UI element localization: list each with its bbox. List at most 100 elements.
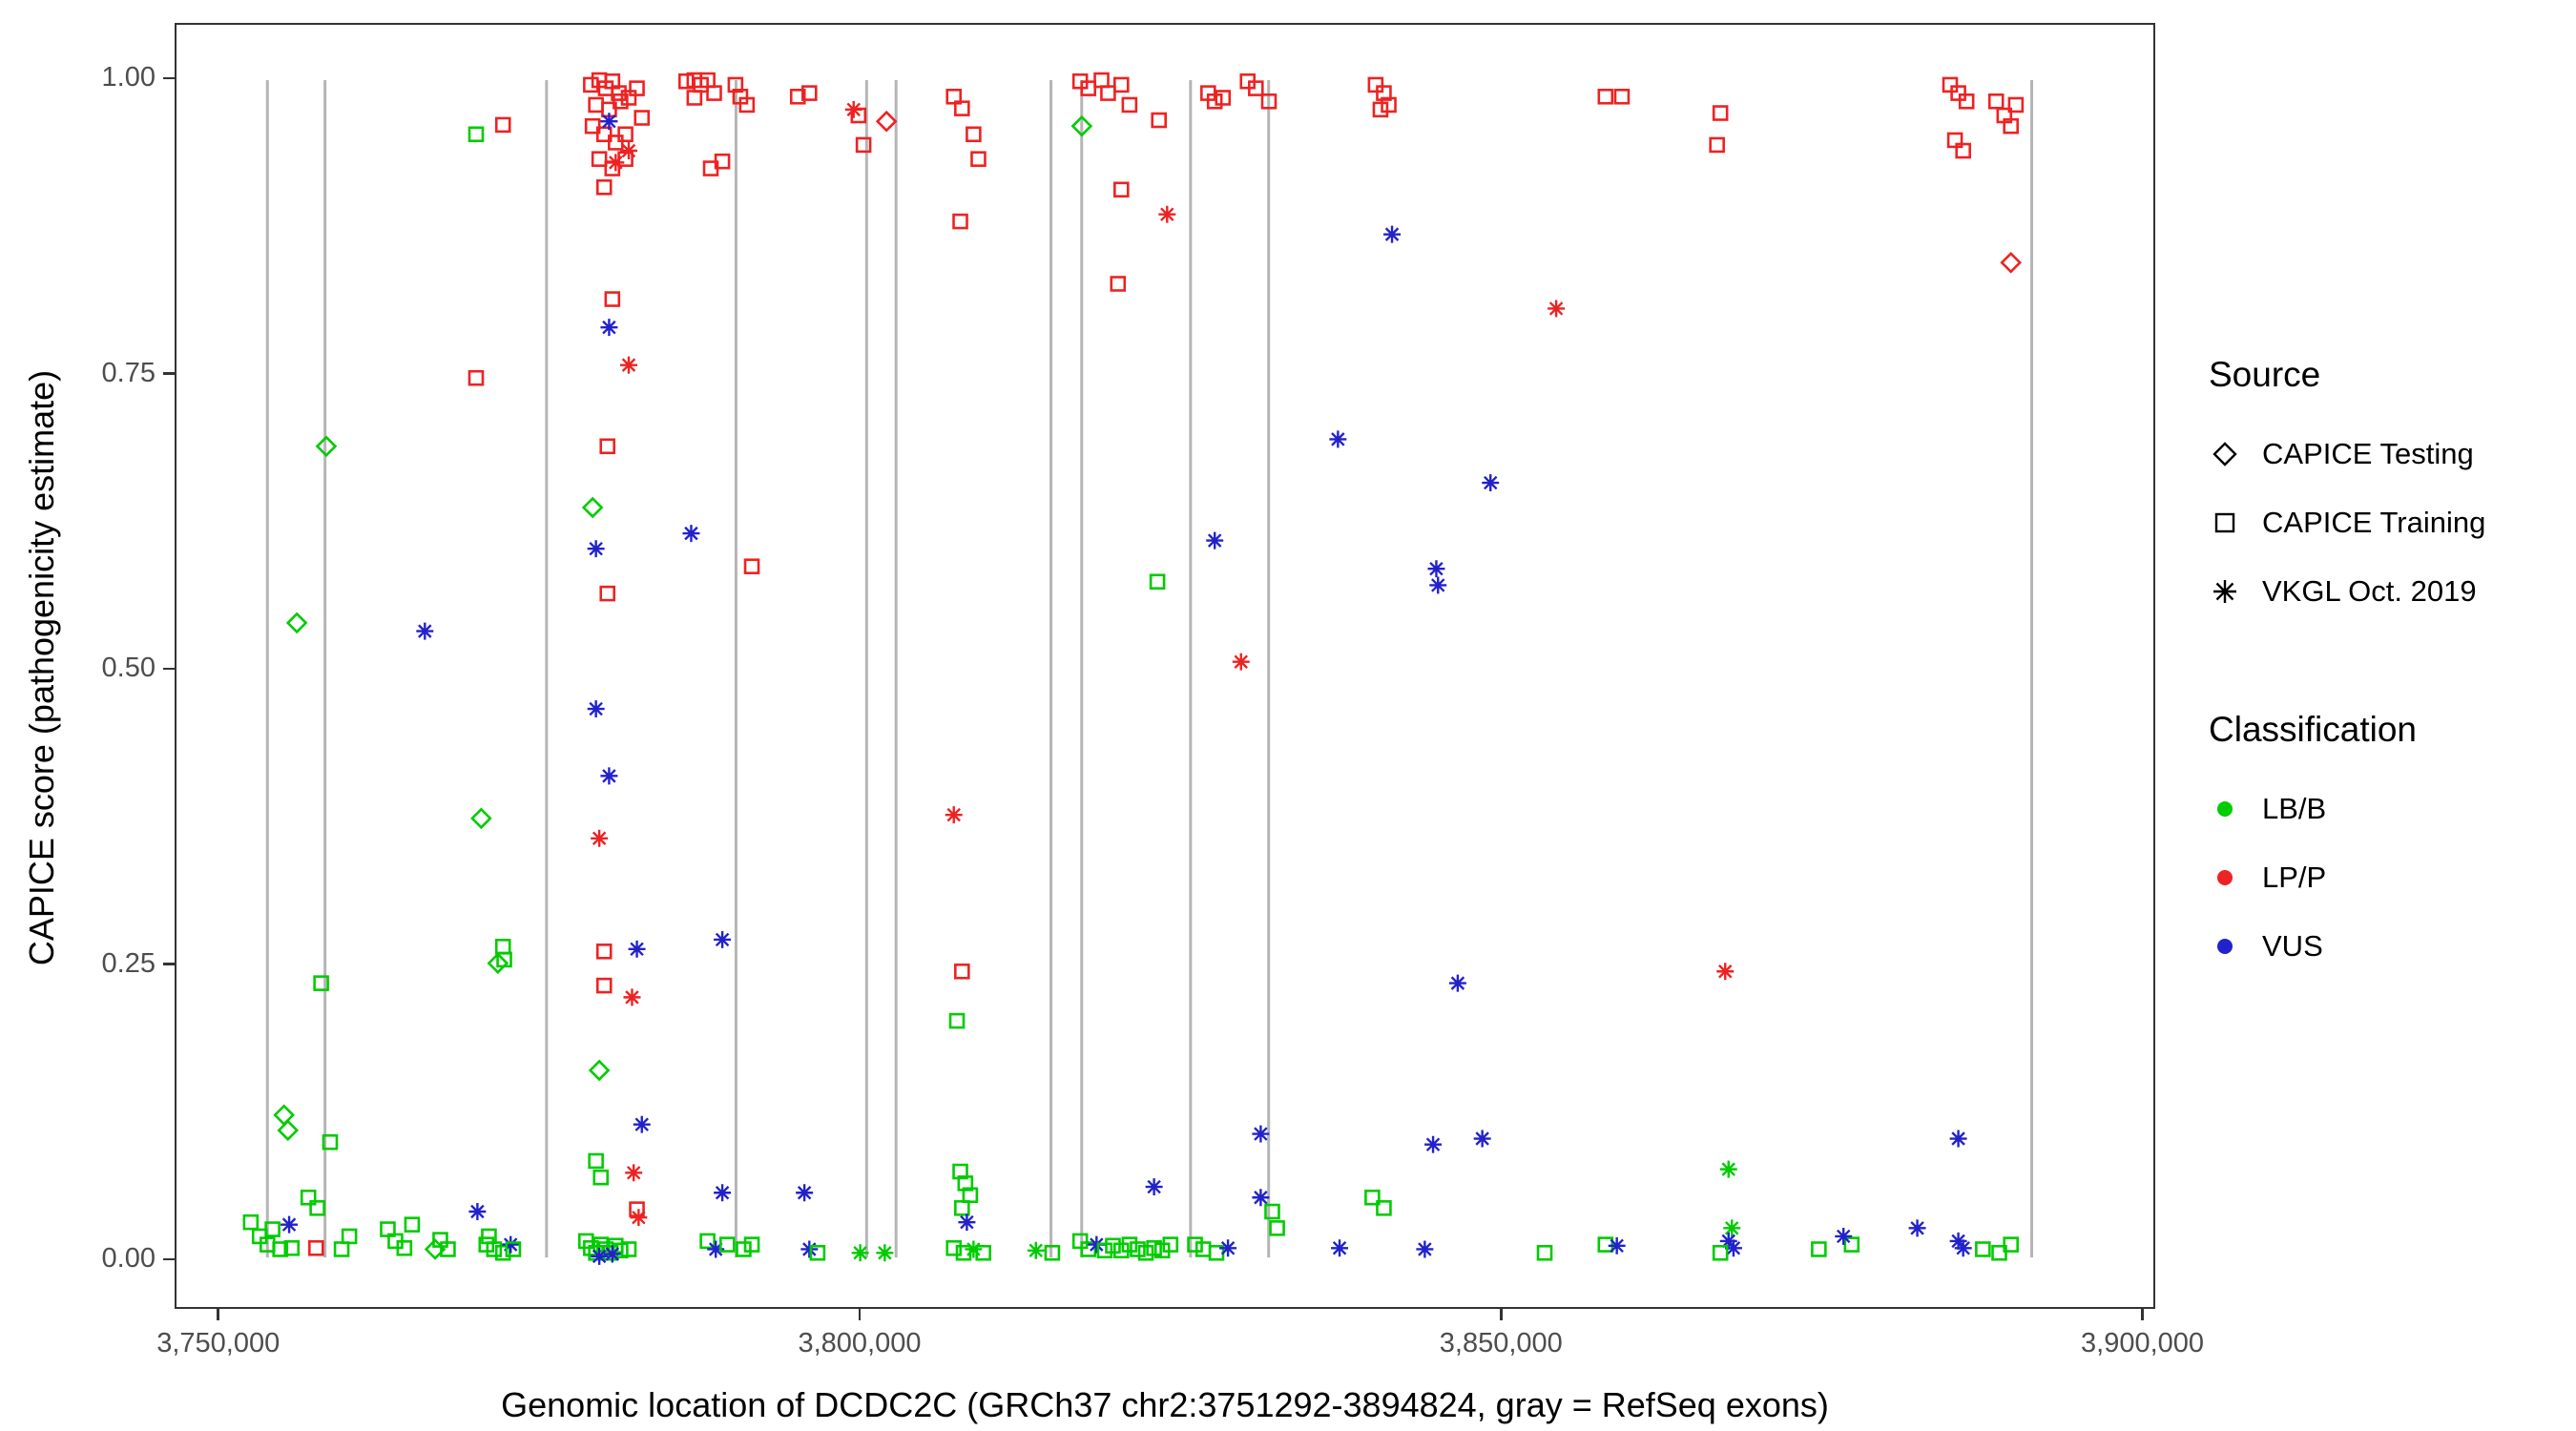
data-point-asterisk	[587, 540, 605, 558]
data-point-square	[952, 213, 968, 230]
legend-item-lbb: LB/B	[2209, 775, 2485, 843]
data-point-asterisk	[587, 700, 605, 718]
data-point-asterisk	[1908, 1219, 1926, 1237]
data-point-square	[1096, 1242, 1113, 1259]
data-point-asterisk	[620, 142, 637, 159]
data-point-square	[954, 963, 970, 980]
data-point-square	[1536, 1244, 1553, 1261]
x-tick-mark	[217, 1309, 219, 1320]
data-point-asterisk	[468, 1203, 487, 1220]
data-point-asterisk	[1716, 963, 1735, 981]
data-point-asterisk	[682, 525, 700, 543]
data-point-square	[957, 1175, 974, 1192]
lpp-dot-icon	[2209, 861, 2251, 894]
data-point-asterisk	[1835, 1227, 1853, 1245]
data-point-square	[634, 110, 651, 126]
data-point-square	[1121, 1236, 1138, 1253]
data-point-square	[1709, 136, 1725, 154]
data-point-square	[494, 116, 511, 134]
data-point-square	[481, 1228, 497, 1245]
data-point-square	[2003, 117, 2019, 135]
data-point-asterisk	[633, 1115, 651, 1133]
data-point-asterisk	[1252, 1125, 1270, 1143]
x-tick-label: 3,750,000	[156, 1328, 280, 1358]
square-icon	[2209, 507, 2251, 539]
data-point-square	[952, 1163, 968, 1180]
data-point-asterisk	[280, 1215, 299, 1234]
data-point-asterisk	[1219, 1239, 1237, 1257]
data-point-square	[592, 1236, 610, 1253]
data-point-asterisk	[416, 622, 434, 640]
plot-panel	[175, 23, 2155, 1309]
data-point-asterisk	[1206, 531, 1224, 550]
data-point-asterisk	[1473, 1130, 1491, 1148]
data-point-square	[1162, 1236, 1179, 1253]
data-point-square	[1071, 1233, 1089, 1250]
data-point-square	[1955, 142, 1971, 159]
data-point-square	[1110, 276, 1127, 292]
data-point-square	[1950, 85, 1966, 101]
y-tick-label: 0.25	[101, 947, 156, 979]
data-point-square	[1958, 93, 1975, 110]
data-point-square	[583, 76, 599, 93]
data-point-square	[970, 151, 987, 167]
y-tick-label: 0.75	[101, 357, 156, 388]
legend-label: LP/P	[2262, 861, 2327, 894]
data-point-square	[1372, 101, 1389, 118]
data-point-square	[404, 1216, 421, 1233]
data-point-square	[595, 977, 613, 994]
data-point-square	[1187, 1236, 1203, 1253]
data-point-square	[1113, 181, 1130, 198]
data-point-square	[440, 1241, 456, 1257]
data-point-square	[966, 126, 982, 143]
data-point-square	[789, 89, 806, 105]
data-point-square	[1137, 1244, 1154, 1261]
data-point-square	[738, 96, 756, 114]
legend: Source CAPICE Testing CAPICE Training VK…	[2209, 355, 2485, 981]
data-point-square	[1080, 1241, 1097, 1257]
data-point-square	[613, 1242, 629, 1259]
data-point-diamond	[315, 435, 338, 458]
data-point-square	[945, 89, 963, 105]
data-point-square	[1149, 573, 1166, 591]
data-point-asterisk	[1427, 560, 1445, 578]
data-point-square	[1381, 96, 1397, 114]
y-tick-label: 1.00	[101, 62, 156, 93]
data-point-diamond	[487, 952, 509, 974]
data-point-asterisk	[1719, 1232, 1737, 1250]
data-point-square	[1843, 1236, 1860, 1253]
data-point-square	[588, 96, 604, 114]
data-point-square	[1987, 93, 2005, 110]
data-point-square	[706, 85, 722, 101]
data-point-asterisk	[1331, 1239, 1349, 1257]
data-point-asterisk	[591, 1247, 609, 1265]
data-point-asterisk	[707, 1240, 725, 1258]
data-point-square	[727, 76, 744, 93]
x-tick-mark	[2141, 1309, 2144, 1320]
y-tick-mark	[163, 963, 175, 965]
data-point-asterisk	[945, 806, 963, 824]
data-point-square	[1146, 1240, 1162, 1256]
data-point-asterisk	[600, 113, 618, 131]
data-point-square	[1712, 1244, 1729, 1261]
x-tick-mark	[1500, 1309, 1503, 1320]
data-point-square	[308, 1240, 324, 1256]
data-point-square	[595, 944, 613, 960]
data-point-diamond	[581, 496, 604, 519]
data-point-square	[1364, 1189, 1381, 1206]
data-point-square	[1367, 76, 1384, 93]
data-point-square	[719, 1236, 736, 1253]
data-point-square	[604, 291, 621, 307]
data-point-square	[313, 975, 329, 991]
data-point-asterisk	[607, 154, 625, 172]
data-point-square	[699, 1233, 716, 1250]
data-point-asterisk	[1608, 1236, 1626, 1255]
y-tick-mark	[163, 372, 175, 375]
data-point-asterisk	[603, 1245, 621, 1263]
data-point-square	[272, 1241, 288, 1257]
data-point-asterisk	[714, 1184, 732, 1202]
data-point-asterisk	[1145, 1178, 1163, 1196]
data-point-square	[1248, 80, 1264, 96]
data-point-square	[496, 951, 512, 968]
data-point-square	[1376, 1200, 1392, 1216]
